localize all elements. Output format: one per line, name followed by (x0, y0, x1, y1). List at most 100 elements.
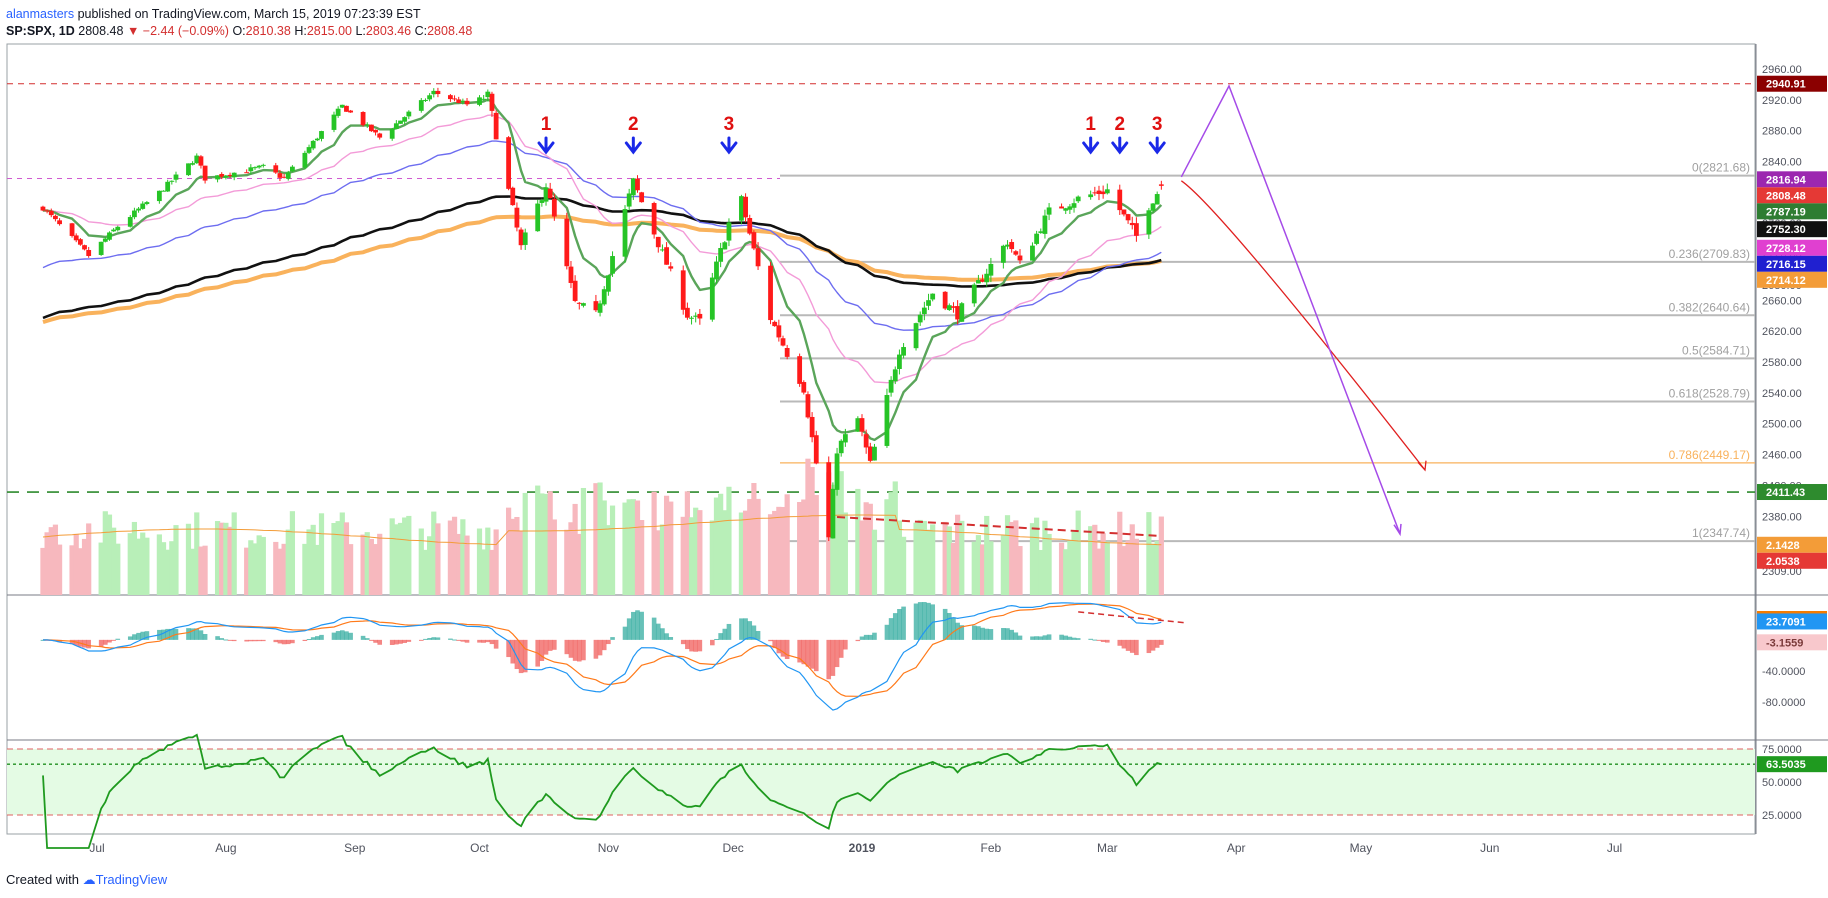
macd-histogram-bar (951, 617, 956, 640)
volume-bar (726, 486, 732, 595)
volume-bar (634, 500, 641, 595)
volume-bar (397, 522, 404, 595)
macd-histogram-bar (680, 639, 686, 645)
macd-histogram-bar (273, 639, 279, 643)
candle-body (722, 242, 728, 250)
candle-body (668, 266, 674, 269)
candle-body (344, 105, 349, 112)
volume-bar (393, 524, 399, 595)
volume-bar (693, 507, 699, 595)
candle-body (198, 156, 204, 166)
macd-histogram-bar (581, 639, 586, 661)
volume-bar (310, 524, 316, 595)
candle-body (1063, 208, 1069, 211)
volume-bar (888, 492, 894, 595)
time-axis: Jul Aug Sep Oct Nov Dec 2019 Feb Mar Apr May Jun Jul (89, 841, 1622, 855)
volume-bar (884, 499, 890, 595)
candle-body (842, 434, 848, 443)
price-tag-label: 2728.12 (1766, 243, 1806, 255)
volume-bar (1071, 531, 1077, 595)
candle-body (930, 293, 936, 300)
macd-histogram-bar (1067, 636, 1073, 640)
ohlc-line: SP:SPX, 1D 2808.48 ▼ −2.44 (−0.09%) O:28… (6, 23, 1806, 40)
candle-body (581, 303, 586, 306)
macd-histogram-bar (331, 632, 337, 640)
macd-histogram-bar (830, 639, 836, 676)
macd-histogram-bar (456, 639, 462, 641)
candle-body (464, 100, 470, 105)
volume-bar (776, 506, 782, 595)
macd-histogram-bar (1038, 636, 1044, 640)
price-tag-label: 2716.15 (1766, 259, 1806, 271)
time-tick-label: Jul (1607, 841, 1622, 855)
candle-body (755, 248, 761, 267)
candle-body (626, 193, 632, 207)
candle-body (801, 382, 807, 393)
macd-histogram-bar (834, 639, 840, 668)
macd-histogram-bar (1059, 634, 1064, 640)
volume-bar (979, 544, 986, 595)
time-tick-label: May (1350, 841, 1373, 855)
projection-red-arrow (1180, 180, 1426, 471)
volume-bar (663, 495, 670, 595)
macd-histogram-bar (988, 629, 994, 640)
macd-histogram-bar (406, 639, 412, 642)
candle-body (44, 210, 50, 212)
price-pane: 0(2821.68) 0.236(2709.83) 0.382(2640.64) 0.… (7, 83, 1755, 595)
volume-bar (1063, 549, 1069, 595)
macd-tick-label: -80.0000 (1762, 697, 1805, 709)
candle-body (714, 261, 719, 280)
volume-bar (859, 520, 865, 595)
candle-body (539, 200, 545, 203)
macd-histogram-bar (373, 639, 378, 643)
macd-histogram-bar (377, 639, 383, 645)
volume-bar (52, 524, 59, 595)
candle-body (102, 238, 108, 242)
candle-body (1005, 244, 1010, 247)
macd-histogram-bar (743, 618, 748, 640)
candle-body (884, 395, 890, 446)
volume-bar (988, 541, 994, 595)
tradingview-logo-icon[interactable]: ☁ (82, 872, 96, 887)
footer: Created with ☁TradingView (6, 870, 167, 890)
volume-bar (892, 481, 898, 595)
volume-bar (485, 527, 491, 595)
candle-body (955, 306, 961, 320)
volume-bar (140, 532, 146, 595)
macd-histogram-bar (115, 638, 121, 640)
rsi-tick-label: 50.0000 (1762, 777, 1802, 789)
candle-body (1034, 233, 1040, 244)
tradingview-brand[interactable]: TradingView (95, 872, 168, 887)
volume-bar (273, 541, 279, 595)
volume-bar (830, 484, 836, 595)
candles (40, 87, 1164, 542)
candle-body (373, 129, 378, 133)
price-tag-label: 2.0538 (1766, 556, 1800, 568)
wave-count-label: 3 (724, 114, 735, 135)
author-link[interactable]: alanmasters (6, 7, 75, 21)
volume-bar (377, 533, 383, 595)
volume-bar (406, 515, 412, 595)
macd-histogram-bar (1154, 639, 1160, 648)
candle-body (946, 305, 952, 311)
volume-bar (219, 522, 225, 595)
symbol-label[interactable]: SP:SPX, 1D (6, 24, 75, 38)
volume-bar (1125, 540, 1131, 595)
macd-histogram-bar (776, 639, 782, 654)
candle-body (726, 222, 732, 241)
macd-histogram-bar (1096, 639, 1102, 641)
volume-bar (551, 519, 557, 595)
price-tag (1757, 239, 1827, 256)
candle-body (951, 306, 956, 308)
macd-histogram-bar (1092, 639, 1098, 641)
candle-body (40, 206, 46, 211)
macd-histogram-bar (547, 639, 553, 651)
volume-bar (713, 497, 720, 595)
price-tick-label: 2880.00 (1762, 126, 1802, 138)
candle-body (535, 203, 541, 232)
candle-body (797, 356, 803, 384)
macd-line (43, 602, 1162, 711)
candle-body (718, 248, 724, 262)
volume-bar (435, 523, 441, 595)
